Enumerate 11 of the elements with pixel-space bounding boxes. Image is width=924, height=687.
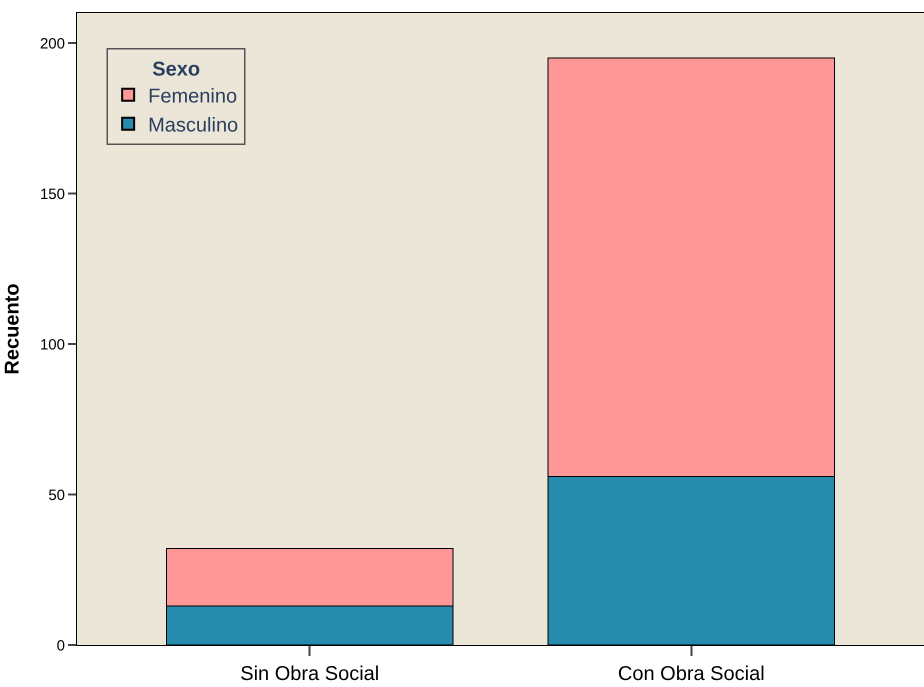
legend-label: Femenino	[148, 86, 238, 108]
y-tick-label: 50	[48, 486, 65, 504]
y-tick-label: 100	[40, 336, 65, 354]
x-tick-label: Con Obra Social	[618, 663, 765, 685]
y-tick-label: 0	[56, 637, 65, 654]
legend-title: Sexo	[152, 58, 200, 80]
y-tick-label: 150	[40, 186, 65, 203]
y-tick-label: 200	[40, 35, 65, 52]
y-axis-title: Recuento	[1, 283, 24, 375]
x-tick-label: Sin Obra Social	[240, 663, 380, 685]
legend-label: Masculino	[148, 114, 238, 137]
